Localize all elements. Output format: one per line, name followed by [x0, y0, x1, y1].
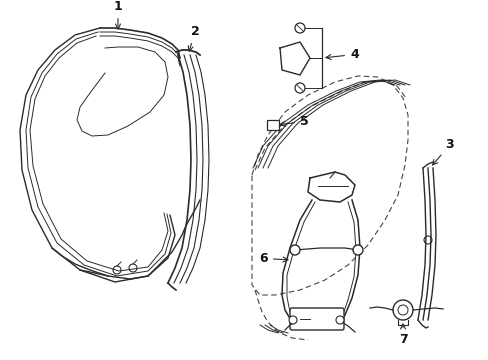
Circle shape — [289, 245, 299, 255]
Text: 3: 3 — [432, 138, 453, 165]
Bar — [266, 120, 279, 130]
Text: 4: 4 — [325, 48, 358, 61]
Text: 6: 6 — [259, 252, 287, 265]
Text: 2: 2 — [188, 25, 199, 51]
Text: 1: 1 — [113, 0, 122, 29]
Circle shape — [352, 245, 362, 255]
Text: 7: 7 — [398, 324, 407, 346]
Text: 5: 5 — [280, 115, 308, 128]
Circle shape — [335, 316, 343, 324]
Circle shape — [288, 316, 296, 324]
FancyBboxPatch shape — [289, 308, 343, 330]
